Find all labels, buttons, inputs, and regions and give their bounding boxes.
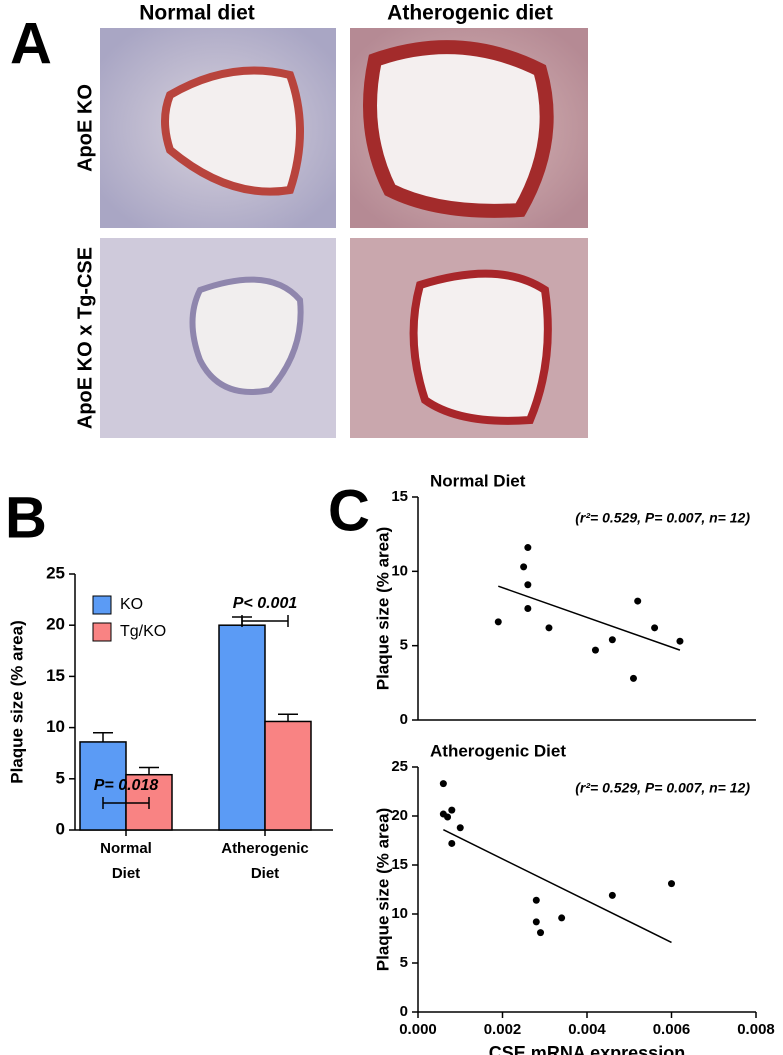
point — [448, 839, 456, 847]
fit-line — [443, 829, 672, 944]
point — [558, 914, 566, 922]
y-tick-label: 15 — [46, 666, 65, 685]
vessel — [161, 66, 304, 196]
y-tick-label: 25 — [391, 758, 408, 775]
row-header: ApoE KO — [74, 84, 96, 172]
point — [608, 891, 616, 899]
point — [532, 896, 540, 904]
y-tick-label: 0 — [400, 1003, 408, 1020]
panel-label: A — [10, 11, 52, 76]
annotation: (r²= 0.529, P= 0.007, n= 12) — [575, 780, 750, 796]
point — [494, 618, 502, 626]
y-tick-label: 20 — [46, 615, 65, 634]
y-axis-label: Plaque size (% area) — [7, 620, 26, 783]
y-tick-label: 25 — [46, 563, 65, 582]
point — [456, 824, 464, 832]
point — [668, 880, 675, 888]
y-tick-label: 0 — [400, 711, 408, 728]
y-tick-label: 15 — [391, 856, 408, 873]
point — [651, 624, 659, 632]
x-tick-label: Normal Diet — [100, 840, 152, 882]
point — [629, 674, 637, 682]
x-tick-label: 0.008 — [737, 1021, 775, 1038]
y-tick-label: 10 — [391, 905, 408, 922]
bar — [218, 624, 266, 831]
chart-title: Normal Diet — [430, 471, 526, 490]
annotation: P< 0.001 — [233, 595, 298, 612]
annotation: P= 0.018 — [94, 777, 159, 794]
point — [444, 813, 452, 821]
legend-swatch — [92, 622, 112, 642]
legend-swatch — [92, 595, 112, 615]
x-tick-label: Atherogenic Diet — [221, 840, 309, 882]
y-tick-label: 5 — [400, 954, 408, 971]
point — [524, 544, 532, 552]
point — [520, 563, 528, 571]
vessel — [363, 40, 554, 218]
column-header: Atherogenic diet — [387, 2, 553, 25]
point — [524, 605, 532, 612]
legend-label: Tg/KO — [120, 623, 166, 640]
y-tick-label: 5 — [56, 768, 65, 787]
annotation: (r²= 0.529, P= 0.007, n= 12) — [575, 510, 750, 526]
x-tick-label: 0.006 — [653, 1021, 691, 1038]
panel-label: C — [328, 478, 370, 543]
fit-line — [498, 585, 681, 651]
y-tick-label: 15 — [391, 488, 408, 505]
chart-title: Atherogenic Diet — [430, 741, 566, 760]
x-tick-label: 0.002 — [484, 1021, 522, 1038]
point — [634, 597, 642, 605]
point — [532, 918, 540, 926]
x-axis-label: CSE mRNA expression — [489, 1043, 685, 1055]
vessel — [409, 269, 552, 425]
point — [545, 624, 553, 632]
legend-label: KO — [120, 596, 143, 613]
point — [537, 929, 545, 937]
x-tick-label: 0.000 — [399, 1021, 437, 1038]
x-tick-label: 0.004 — [568, 1021, 606, 1038]
y-axis-label: Plaque size (% area) — [373, 527, 392, 690]
micrograph-panels — [100, 28, 588, 438]
y-tick-label: 5 — [400, 637, 408, 654]
point — [591, 646, 599, 654]
y-tick-label: 20 — [391, 807, 408, 824]
column-header: Normal diet — [139, 2, 255, 25]
y-tick-label: 10 — [391, 562, 408, 579]
point — [608, 636, 616, 644]
point — [524, 581, 532, 589]
vessel — [189, 276, 304, 395]
y-tick-label: 0 — [56, 819, 65, 838]
y-axis-label: Plaque size (% area) — [373, 808, 392, 971]
row-header: ApoE KO x Tg-CSE — [74, 247, 96, 429]
point — [439, 780, 447, 788]
panel-label: B — [5, 485, 47, 550]
point — [448, 806, 456, 814]
point — [676, 637, 684, 645]
y-tick-label: 10 — [46, 717, 65, 736]
bar — [264, 720, 312, 831]
